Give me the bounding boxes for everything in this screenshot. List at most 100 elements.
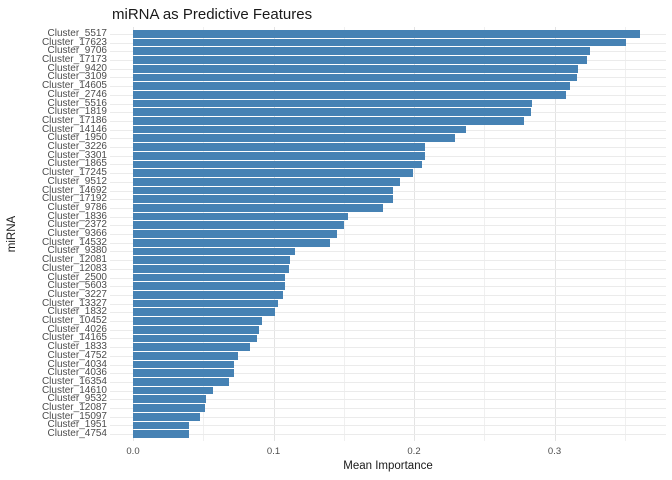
y-gridline bbox=[110, 225, 666, 227]
y-tick-label: Cluster_4036 bbox=[47, 367, 107, 379]
y-tick-label: Cluster_14165 bbox=[41, 332, 107, 344]
y-tick-label: Cluster_3226 bbox=[47, 141, 107, 152]
y-tick-label: Cluster_1819 bbox=[47, 106, 107, 118]
bar bbox=[133, 186, 393, 195]
bar bbox=[133, 177, 400, 186]
bar bbox=[133, 99, 533, 108]
y-tick-label: Cluster_1865 bbox=[47, 158, 107, 170]
bar bbox=[133, 378, 229, 386]
x-tick-label: 0.0 bbox=[126, 446, 140, 457]
y-tick-label: Cluster_16354 bbox=[41, 375, 107, 387]
y-gridline bbox=[110, 294, 666, 296]
x-tick-label: 0.3 bbox=[547, 446, 562, 457]
y-tick-label: Cluster_17623 bbox=[41, 36, 107, 48]
y-tick-label: Cluster_12083 bbox=[41, 262, 107, 274]
y-tick-label: Cluster_10452 bbox=[41, 315, 107, 326]
y-gridline bbox=[110, 425, 666, 427]
bar bbox=[133, 343, 250, 351]
y-tick-label: Cluster_12087 bbox=[41, 402, 107, 413]
bar bbox=[133, 421, 190, 430]
bar bbox=[133, 117, 524, 125]
y-tick-label: Cluster_12081 bbox=[41, 254, 107, 266]
plot-panel bbox=[110, 27, 666, 441]
y-gridline bbox=[110, 251, 666, 253]
bar bbox=[133, 256, 291, 264]
bar bbox=[133, 160, 423, 169]
bar bbox=[133, 282, 285, 291]
y-gridline bbox=[110, 207, 666, 209]
bar bbox=[133, 325, 260, 334]
bar bbox=[133, 386, 214, 395]
y-gridline bbox=[110, 338, 666, 340]
y-gridline bbox=[110, 321, 666, 322]
y-gridline bbox=[110, 355, 666, 357]
y-tick-label: Cluster_3301 bbox=[47, 149, 107, 161]
y-tick-label: Cluster_9366 bbox=[47, 228, 107, 239]
bar bbox=[133, 230, 337, 238]
y-gridline bbox=[110, 347, 666, 349]
bar bbox=[133, 204, 384, 212]
y-gridline bbox=[110, 277, 666, 279]
y-tick-label: Cluster_4754 bbox=[47, 428, 107, 440]
y-tick-label: Cluster_5516 bbox=[47, 97, 107, 109]
y-gridline bbox=[110, 216, 666, 218]
bar bbox=[133, 308, 275, 317]
bar bbox=[133, 317, 263, 325]
y-gridline bbox=[110, 312, 666, 314]
y-tick-label: Cluster_9706 bbox=[47, 45, 107, 57]
y-gridline bbox=[110, 286, 666, 288]
y-gridline bbox=[110, 268, 666, 270]
y-tick-label: Cluster_17192 bbox=[41, 193, 107, 205]
bar bbox=[133, 82, 570, 90]
y-tick-label: Cluster_9532 bbox=[47, 393, 107, 405]
bar bbox=[133, 395, 207, 404]
x-tick-label: 0.2 bbox=[407, 446, 421, 457]
y-tick-label: Cluster_2372 bbox=[47, 219, 107, 231]
y-tick-label: Cluster_4026 bbox=[47, 323, 107, 335]
bar bbox=[133, 47, 590, 56]
y-gridline bbox=[110, 364, 666, 366]
y-tick-label: Cluster_9512 bbox=[47, 175, 107, 187]
y-tick-label: Cluster_15097 bbox=[41, 410, 107, 422]
bar bbox=[133, 38, 627, 47]
bar bbox=[133, 238, 330, 247]
y-tick-label: Cluster_5517 bbox=[47, 27, 107, 39]
bar bbox=[133, 212, 348, 221]
bar bbox=[133, 134, 455, 143]
y-tick-label: Cluster_3109 bbox=[47, 71, 107, 83]
bar bbox=[133, 360, 235, 369]
y-tick-label: Cluster_1832 bbox=[47, 306, 107, 318]
y-tick-label: Cluster_1950 bbox=[47, 132, 107, 144]
x-tick-label: 0.1 bbox=[266, 446, 281, 457]
y-tick-label: Cluster_1951 bbox=[47, 419, 107, 431]
y-gridline bbox=[110, 242, 666, 244]
chart-title: miRNA as Predictive Features bbox=[112, 6, 313, 23]
bar bbox=[133, 108, 531, 117]
bar bbox=[133, 412, 201, 421]
y-gridline bbox=[110, 329, 666, 331]
bar bbox=[133, 430, 190, 438]
y-gridline bbox=[110, 408, 666, 409]
y-tick-label: Cluster_2500 bbox=[47, 271, 107, 283]
bar bbox=[133, 291, 284, 299]
y-tick-label: Cluster_14610 bbox=[41, 384, 107, 396]
y-gridline bbox=[110, 234, 666, 235]
y-gridline bbox=[110, 381, 666, 383]
y-tick-label: Cluster_1833 bbox=[47, 341, 107, 353]
bar bbox=[133, 64, 579, 73]
bar bbox=[133, 195, 393, 204]
y-tick-label: Cluster_17173 bbox=[41, 54, 107, 65]
bar bbox=[133, 247, 295, 256]
bar bbox=[133, 151, 426, 160]
bar bbox=[133, 30, 641, 38]
y-gridline bbox=[110, 399, 666, 401]
bar bbox=[133, 125, 466, 134]
y-tick-label: Cluster_13327 bbox=[41, 297, 107, 309]
y-gridline bbox=[110, 373, 666, 375]
y-gridline bbox=[110, 390, 666, 392]
bar bbox=[133, 169, 413, 177]
y-tick-label: Cluster_17245 bbox=[41, 167, 107, 179]
y-tick-label: Cluster_3227 bbox=[47, 288, 107, 300]
x-axis-title: Mean Importance bbox=[343, 460, 433, 472]
